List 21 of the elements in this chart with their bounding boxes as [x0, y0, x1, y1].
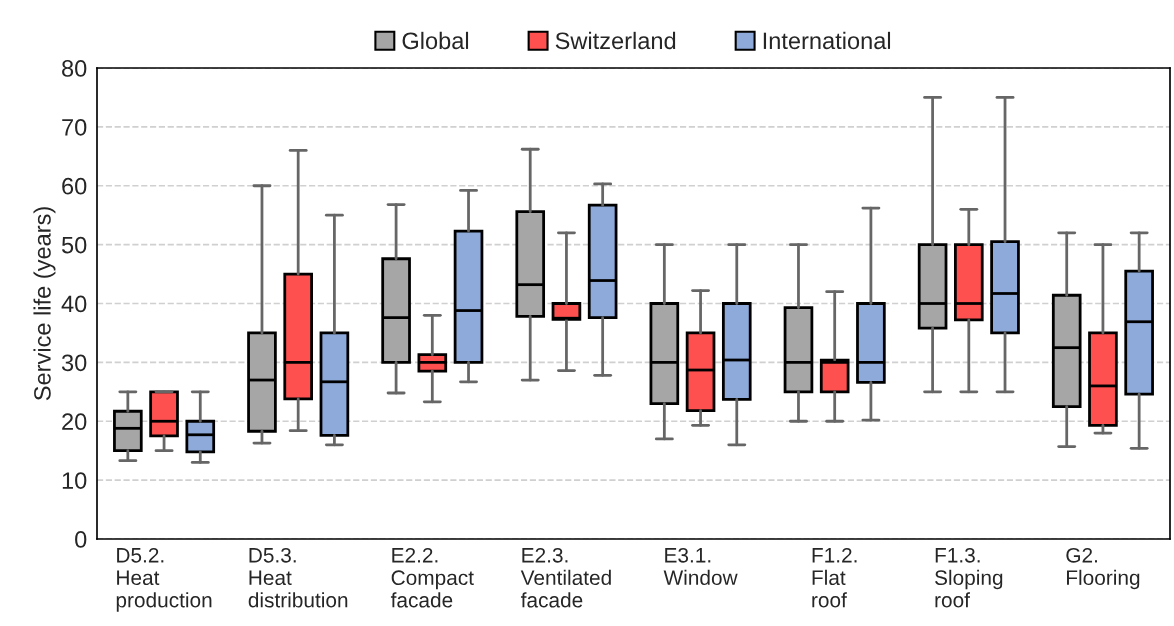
y-axis-title: Service life (years)	[33, 207, 56, 401]
legend-label: Global	[402, 31, 469, 50]
y-tick-label: 30	[61, 354, 87, 372]
x-tick-label: G2. Flooring	[1066, 547, 1140, 590]
y-tick-label: 20	[62, 413, 87, 431]
legend-label: Switzerland	[555, 31, 676, 50]
y-tick-label: 70	[62, 118, 87, 136]
x-tick-label: E2.2. Compact facade	[390, 547, 474, 608]
legend-label: International	[763, 31, 891, 50]
x-tick-label: D5.2. Heat production	[116, 547, 212, 612]
y-tick-label: 40	[61, 295, 87, 313]
y-tick-label: 80	[62, 60, 87, 77]
x-tick-label: F1.2. Flat roof	[812, 547, 857, 608]
y-tick-label: 60	[62, 177, 87, 195]
x-tick-label: E3.1. Window	[663, 547, 738, 586]
x-tick-label: E2.3. Ventilated facade	[520, 547, 611, 608]
y-tick-label: 0	[75, 531, 87, 548]
y-tick-label: 10	[62, 472, 87, 489]
x-tick-label: D5.3. Heat distribution	[248, 547, 348, 608]
y-tick-label: 50	[61, 236, 87, 254]
x-tick-label: F1.3. Sloping roof	[935, 547, 1003, 608]
